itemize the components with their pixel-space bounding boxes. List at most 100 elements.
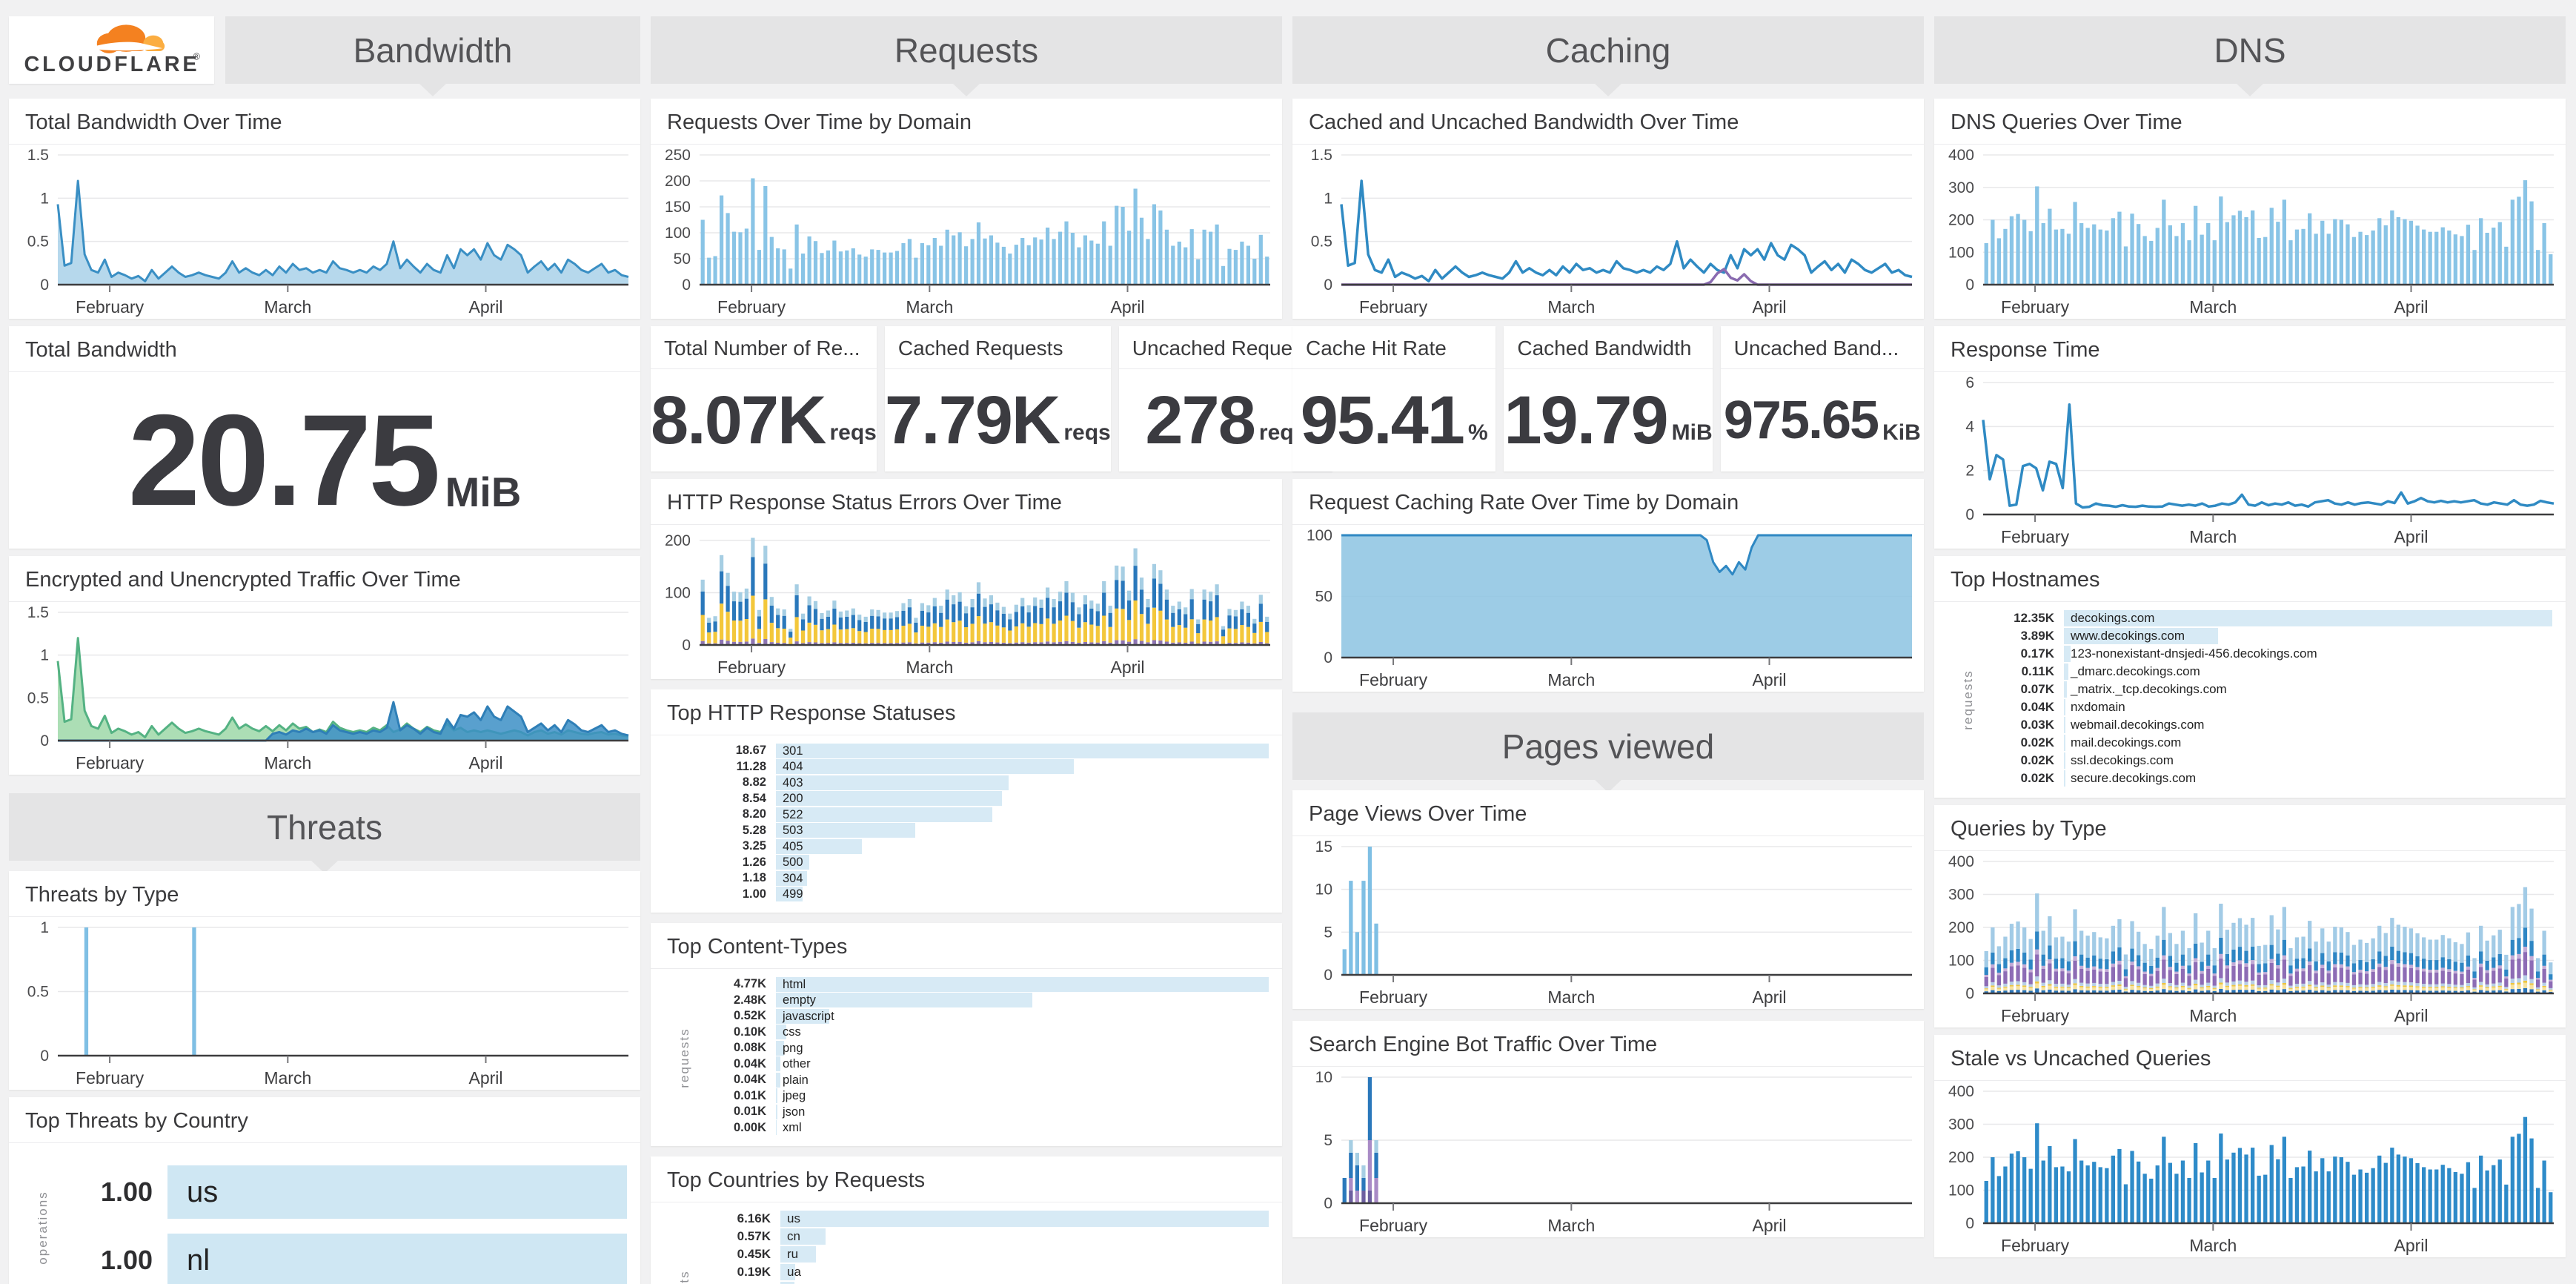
list-item-bar: empty — [776, 993, 1269, 1008]
list-item: 8.20 522 — [683, 807, 1269, 823]
dns-queries-chart[interactable]: 0 100 200 300 400 February March April — [1934, 145, 2566, 319]
svg-text:March: March — [906, 297, 953, 317]
list-item-value: 0.18K — [683, 1283, 780, 1284]
column-caching: Caching Cached and Uncached Bandwidth Ov… — [1292, 16, 1925, 1284]
svg-text:February: February — [76, 753, 145, 772]
panel-dns-queries: DNS Queries Over Time 0 100 200 300 400 Febru… — [1934, 99, 2566, 319]
svg-text:1.5: 1.5 — [1311, 147, 1332, 164]
hbar-list: 12.35K decokings.com 3.89K www.decokings.co… — [1967, 609, 2552, 787]
panel-page-views: Page Views Over Time 0 5 10 15 February March… — [1292, 790, 1924, 1009]
list-item-label: empty — [783, 993, 816, 1007]
svg-text:March: March — [2189, 1006, 2237, 1025]
panel-title: Request Caching Rate Over Time by Domain — [1292, 479, 1924, 525]
page-views-chart[interactable]: 0 5 10 15 February March April — [1292, 836, 1924, 1009]
list-item-value: 0.57K — [737, 1229, 771, 1243]
list-item-label: us — [787, 1211, 800, 1225]
svg-text:0: 0 — [1324, 1195, 1332, 1212]
svg-text:1.5: 1.5 — [27, 604, 49, 621]
list-item-value: 3.89K — [2020, 629, 2054, 643]
svg-text:150: 150 — [665, 199, 691, 216]
threats-by-type-chart[interactable]: 0 0.5 1 February March April — [9, 917, 640, 1090]
search-bot-traffic-chart[interactable]: 0 5 10 February March April — [1292, 1067, 1924, 1237]
svg-text:10: 10 — [1315, 881, 1332, 899]
stat-unit: MiB — [445, 468, 522, 515]
panel-top-countries: Top Countries by Requests requests 6.16K… — [651, 1156, 1282, 1284]
svg-text:15: 15 — [1315, 838, 1332, 856]
list-item-value: 0.02K — [2020, 735, 2054, 749]
list-item-bar: ca — [780, 1282, 1269, 1284]
total-bandwidth-value: 20.75 MiB — [9, 372, 640, 549]
list-item-value: 0.04K — [733, 1056, 766, 1070]
stale-vs-uncached-chart[interactable]: 0 100 200 300 400 February March April — [1934, 1081, 2566, 1257]
list-item-bar: 405 — [776, 838, 1269, 854]
svg-text:0.5: 0.5 — [27, 689, 49, 706]
http-errors-chart[interactable]: 0 100 200 February March April — [651, 525, 1282, 679]
list-item: 0.00K xml — [683, 1120, 1269, 1136]
list-item-value: 1.26 — [742, 855, 766, 869]
section-header-bandwidth: Bandwidth — [225, 16, 640, 84]
hbar-list: 18.67 301 11.28 404 8.82 403 8.54 200 8.20 522 5.2… — [683, 743, 1269, 902]
requests-over-time-chart[interactable]: 0 50 100 150 200 250 February March April — [651, 145, 1282, 319]
list-item-label: us — [187, 1176, 219, 1208]
stat-value: 95.41 — [1300, 382, 1465, 458]
list-item: 12.35K decokings.com — [1967, 609, 2552, 627]
svg-text:February: February — [2001, 297, 2070, 317]
list-item-value: 0.04K — [2020, 700, 2054, 714]
list-item-label: html — [783, 977, 806, 991]
column-dns: DNS DNS Queries Over Time 0 100 200 300 400 F… — [1934, 16, 2566, 1284]
svg-text:200: 200 — [665, 532, 691, 549]
svg-text:100: 100 — [665, 225, 691, 242]
list-item-bar: www.decokings.com — [2064, 628, 2552, 644]
cached-uncached-bandwidth-chart[interactable]: 0 0.5 1 1.5 February March April — [1292, 145, 1924, 319]
panel-top-hostnames: Top Hostnames requests 12.35K decokings.c… — [1934, 556, 2566, 798]
svg-text:March: March — [906, 658, 953, 677]
request-caching-rate-chart[interactable]: 0 50 100 February March April — [1292, 525, 1924, 692]
list-item: 3.89K www.decokings.com — [1967, 627, 2552, 645]
total-bandwidth-over-time-chart[interactable]: 0 0.5 1 1.5 February March April — [9, 145, 640, 319]
svg-text:0: 0 — [1965, 1215, 1974, 1232]
list-item-bar: secure.decokings.com — [2064, 770, 2552, 787]
stat-unit: % — [1467, 420, 1488, 445]
svg-text:5: 5 — [1324, 924, 1332, 941]
list-item-value: 2.48K — [733, 993, 766, 1007]
svg-text:0.5: 0.5 — [27, 234, 49, 251]
list-item-bar: ru — [780, 1246, 1269, 1263]
svg-text:April: April — [468, 753, 502, 772]
svg-text:200: 200 — [1948, 919, 1974, 936]
svg-text:6: 6 — [1965, 374, 1974, 391]
list-item-label: webmail.decokings.com — [2071, 718, 2205, 732]
list-item-label: jpeg — [783, 1089, 806, 1103]
logo-wordmark: CLOUDFLARE — [24, 52, 199, 76]
svg-text:March: March — [1547, 297, 1595, 317]
list-item-value: 0.11K — [2021, 664, 2054, 678]
list-item-label: 405 — [783, 839, 803, 853]
svg-text:0: 0 — [1324, 277, 1332, 294]
svg-text:February: February — [76, 297, 145, 317]
response-time-chart[interactable]: 0 2 4 6 February March April — [1934, 372, 2566, 549]
list-item-value: 0.08K — [733, 1041, 766, 1055]
list-item-label: css — [783, 1025, 801, 1039]
list-item-bar: nl — [167, 1234, 627, 1284]
list-item: 1.00 499 — [683, 887, 1269, 903]
panel-title: Total Bandwidth Over Time — [9, 99, 640, 145]
svg-text:250: 250 — [665, 147, 691, 164]
panel-response-time: Response Time 0 2 4 6 February March April — [1934, 326, 2566, 549]
card-total-requests: Total Number of Re... 8.07K reqs — [651, 326, 877, 471]
list-item: 0.19K ua — [683, 1263, 1269, 1281]
svg-text:April: April — [1752, 670, 1786, 689]
list-item: 0.57K cn — [683, 1228, 1269, 1245]
list-item-bar: _dmarc.decokings.com — [2064, 663, 2552, 680]
queries-by-type-chart[interactable]: 0 100 200 300 400 February March April — [1934, 851, 2566, 1027]
stat-unit: reqs — [829, 420, 877, 445]
list-item-label: 500 — [783, 856, 803, 870]
list-item: 0.01K json — [683, 1104, 1269, 1120]
list-item: 0.17K 123-nonexistant-dnsjedi-456.decokin… — [1967, 645, 2552, 663]
list-item-bar: nxdomain — [2064, 699, 2552, 715]
list-item-label: _matrix._tcp.decokings.com — [2071, 682, 2227, 696]
encrypted-traffic-chart[interactable]: 0 0.5 1 1.5 February March April — [9, 602, 640, 775]
panel-search-bots: Search Engine Bot Traffic Over Time 0 5 10… — [1292, 1021, 1924, 1237]
svg-text:March: March — [1547, 1216, 1595, 1235]
svg-text:April: April — [1110, 297, 1144, 317]
panel-title: Stale vs Uncached Queries — [1934, 1035, 2566, 1081]
list-item-label: json — [783, 1105, 806, 1119]
